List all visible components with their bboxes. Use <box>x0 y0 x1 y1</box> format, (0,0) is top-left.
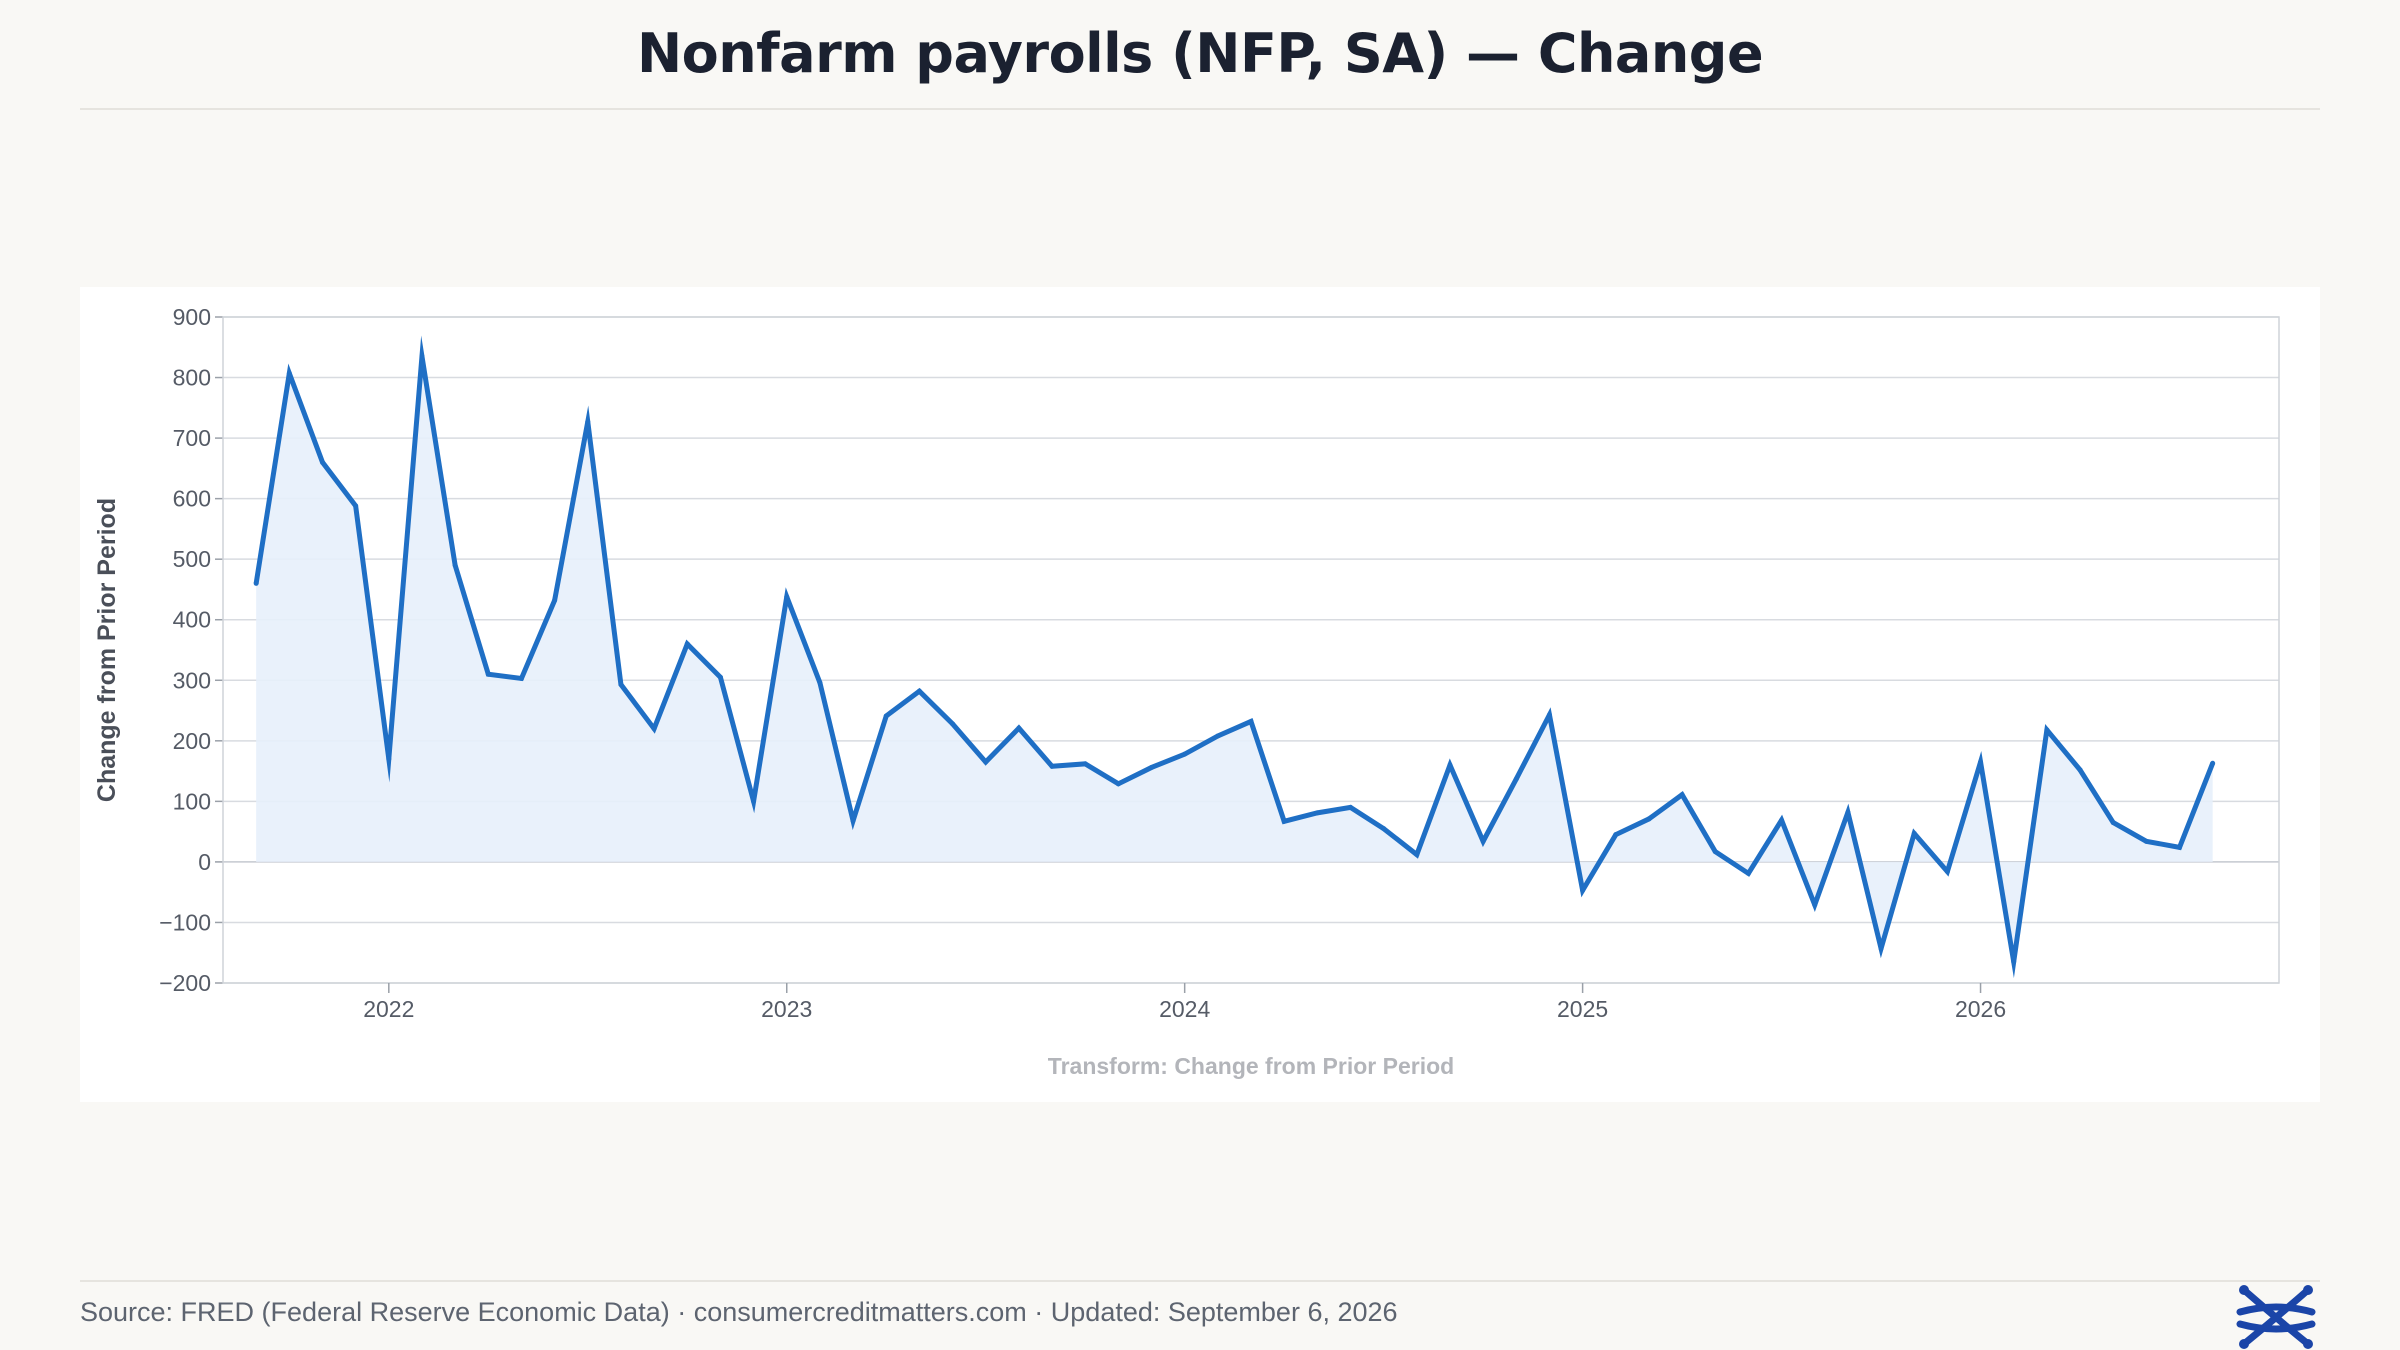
chart-panel: 900 800 700 600 500 400 300 200 100 0 −100 −200 2022… <box>80 287 2320 1102</box>
data-point <box>353 503 359 509</box>
data-point <box>850 818 856 824</box>
y-tick-label: 700 <box>173 425 211 451</box>
data-point <box>1215 733 1221 739</box>
data-point <box>1182 751 1188 757</box>
data-point <box>1646 816 1652 822</box>
y-tick-label: 900 <box>173 304 211 330</box>
data-point <box>386 756 392 762</box>
data-point <box>1679 792 1685 798</box>
y-tick-label: 300 <box>173 667 211 693</box>
data-point <box>552 597 558 603</box>
data-point <box>253 580 259 586</box>
point-layer <box>253 353 2216 965</box>
data-point <box>1381 826 1387 832</box>
data-point <box>916 688 922 694</box>
x-tick-label: 2025 <box>1557 996 1608 1022</box>
y-tick-label: 100 <box>173 788 211 814</box>
data-point <box>1016 725 1022 731</box>
data-point <box>817 680 823 686</box>
y-tick-label: −200 <box>159 970 211 996</box>
footer-divider <box>80 1280 2320 1282</box>
label-layer: 900 800 700 600 500 400 300 200 100 0 −100 −200 2022… <box>159 304 2006 1022</box>
data-point <box>950 721 956 727</box>
data-point <box>1812 902 1818 908</box>
data-point <box>286 370 292 376</box>
x-tick-label: 2023 <box>761 996 812 1022</box>
data-point <box>717 674 723 680</box>
data-point <box>1347 804 1353 810</box>
y-tick-label: 800 <box>173 365 211 391</box>
series-area <box>256 356 2213 962</box>
x-tick-label: 2024 <box>1159 996 1210 1022</box>
data-point <box>2143 838 2149 844</box>
data-point <box>1779 817 1785 823</box>
data-point <box>883 713 889 719</box>
data-point <box>1546 712 1552 718</box>
data-point <box>1248 718 1254 724</box>
axis-layer <box>215 316 2280 993</box>
source-attribution: Source: FRED (Federal Reserve Economic D… <box>80 1297 1398 1327</box>
data-point <box>1944 869 1950 875</box>
data-point <box>751 798 757 804</box>
y-tick-label: 200 <box>173 728 211 754</box>
data-point <box>1281 818 1287 824</box>
data-point <box>1911 830 1917 836</box>
chart-svg: 900 800 700 600 500 400 300 200 100 0 −100 −200 2022… <box>93 304 2280 1079</box>
data-point <box>618 682 624 688</box>
y-tick-label: 500 <box>173 546 211 572</box>
data-point <box>319 459 325 465</box>
area-layer <box>256 356 2213 962</box>
y-tick-label: −100 <box>159 909 211 935</box>
x-tick-label: 2022 <box>363 996 414 1022</box>
data-point <box>419 353 425 359</box>
data-point <box>651 726 657 732</box>
data-point <box>2011 959 2017 965</box>
data-point <box>1314 810 1320 816</box>
data-point <box>1480 838 1486 844</box>
data-point <box>1613 832 1619 838</box>
page-title: Nonfarm payrolls (NFP, SA) — Change <box>636 22 1764 85</box>
network-x-logo-icon <box>2236 1285 2316 1349</box>
y-tick-label: 600 <box>173 486 211 512</box>
data-point <box>585 419 591 425</box>
data-point <box>1082 761 1088 767</box>
data-point <box>1447 762 1453 768</box>
data-point <box>1115 781 1121 787</box>
data-point <box>1978 759 1984 765</box>
data-point <box>2044 727 2050 733</box>
title-divider <box>80 108 2320 110</box>
x-tick-label: 2026 <box>1955 996 2006 1022</box>
data-point <box>1414 852 1420 858</box>
line-layer <box>253 335 2216 979</box>
y-axis-title: Change from Prior Period <box>93 498 121 802</box>
y-tick-label: 400 <box>173 607 211 633</box>
data-point <box>2177 844 2183 850</box>
data-point <box>1878 945 1884 951</box>
data-point <box>784 594 790 600</box>
data-point <box>1712 849 1718 855</box>
data-point <box>2110 820 2116 826</box>
transform-note: Transform: Change from Prior Period <box>1048 1053 1454 1079</box>
y-tick-label: 0 <box>198 849 211 875</box>
data-point <box>2077 767 2083 773</box>
data-point <box>1513 776 1519 782</box>
data-point <box>1580 887 1586 893</box>
data-point <box>1049 763 1055 769</box>
data-point <box>485 671 491 677</box>
series-line <box>253 335 2216 979</box>
data-point <box>452 562 458 568</box>
data-point <box>1149 764 1155 770</box>
plot-frame <box>222 316 2280 984</box>
data-point <box>518 675 524 681</box>
data-point <box>1845 809 1851 815</box>
data-point <box>1745 870 1751 876</box>
data-point <box>684 641 690 647</box>
data-point <box>2210 760 2216 766</box>
data-point <box>983 759 989 765</box>
